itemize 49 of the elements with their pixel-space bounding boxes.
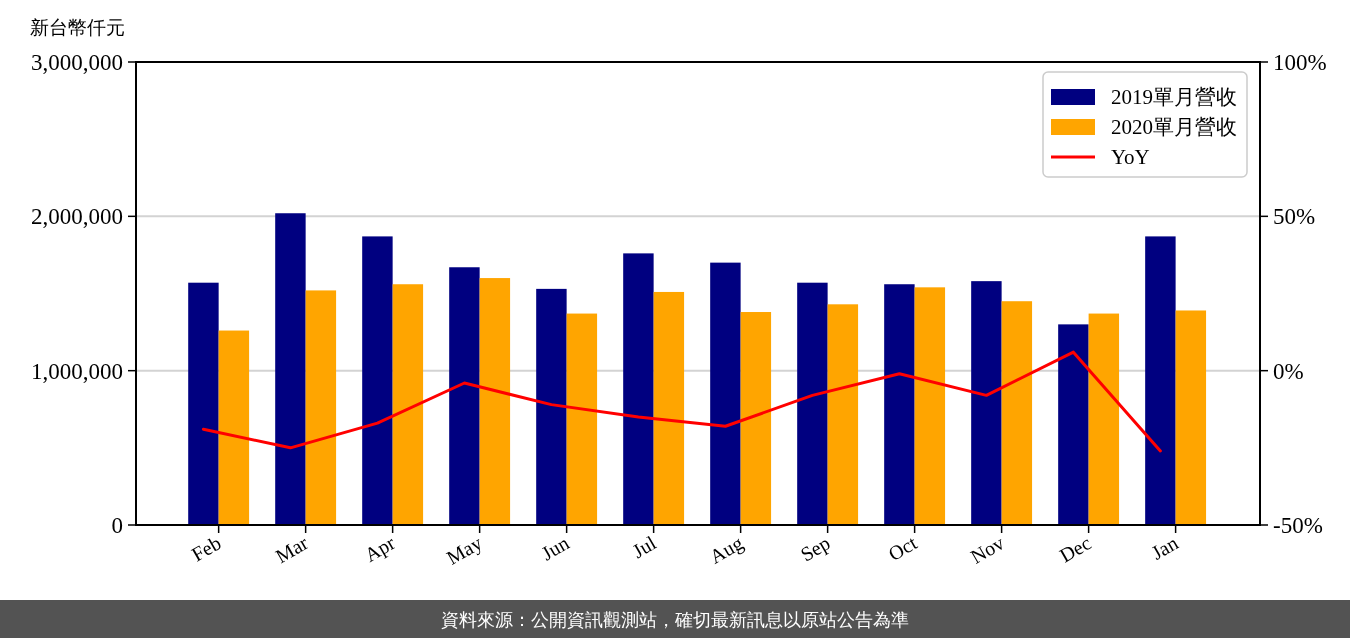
y2-tick-label: 100%: [1273, 50, 1327, 75]
x-tick-label: Dec: [1055, 531, 1095, 567]
bar: [1088, 313, 1120, 525]
bar: [479, 278, 511, 525]
x-tick-label: Jun: [537, 531, 573, 565]
bar: [218, 330, 250, 525]
bar: [740, 312, 772, 525]
legend-label: 2020單月營收: [1111, 115, 1237, 139]
x-tick-label: Apr: [360, 531, 400, 567]
bar: [1058, 324, 1089, 525]
y-axis-title: 新台幣仟元: [30, 17, 125, 38]
bar: [566, 313, 598, 525]
bar: [884, 284, 915, 525]
x-tick-label: Jan: [1147, 531, 1182, 564]
bar: [362, 236, 393, 525]
x-tick-label: May: [442, 531, 487, 570]
x-tick-label: Jul: [628, 531, 661, 563]
x-tick-label: Sep: [796, 531, 835, 567]
bar: [1175, 310, 1207, 525]
x-tick-label: Nov: [966, 531, 1008, 568]
bar: [392, 284, 424, 525]
bar: [275, 213, 306, 525]
x-tick-label: Aug: [705, 531, 748, 569]
bar: [623, 253, 654, 525]
legend-label: YoY: [1111, 145, 1150, 169]
source-note: 資料來源：公開資訊觀測站，確切最新訊息以原站公告為準: [441, 609, 909, 630]
y-tick-label: 1,000,000: [31, 358, 123, 384]
bar: [653, 291, 685, 525]
y-tick-label: 3,000,000: [31, 50, 123, 75]
bar: [1001, 301, 1033, 525]
legend-label: 2019單月營收: [1111, 85, 1237, 109]
bar: [305, 290, 337, 525]
bar: [797, 282, 828, 525]
x-tick-label: Oct: [884, 531, 921, 565]
bar: [914, 287, 946, 525]
bar: [827, 304, 859, 525]
y2-tick-label: -50%: [1273, 513, 1323, 538]
bar: [449, 267, 480, 525]
y-tick-label: 0: [111, 513, 123, 538]
bar: [710, 262, 741, 525]
x-tick-label: Feb: [187, 531, 225, 566]
x-tick-label: Mar: [271, 531, 312, 568]
bar: [536, 288, 567, 525]
bar: [188, 282, 219, 525]
bar: [1145, 236, 1176, 525]
y2-tick-label: 0%: [1273, 358, 1304, 384]
bar: [971, 281, 1002, 525]
y2-tick-label: 50%: [1273, 204, 1316, 230]
y-tick-label: 2,000,000: [31, 204, 123, 230]
